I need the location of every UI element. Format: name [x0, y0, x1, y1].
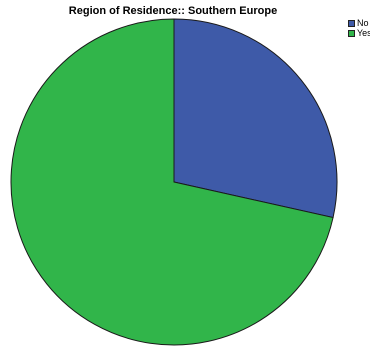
legend-swatch-no	[348, 20, 355, 27]
chart-title: Region of Residence:: Southern Europe	[68, 5, 278, 17]
legend-swatch-yes	[348, 30, 355, 37]
legend-label-yes: Yes	[357, 28, 370, 38]
legend-label-no: No	[357, 18, 369, 28]
pie-slice-yes	[10, 18, 334, 346]
pie-slice-no	[173, 18, 338, 219]
